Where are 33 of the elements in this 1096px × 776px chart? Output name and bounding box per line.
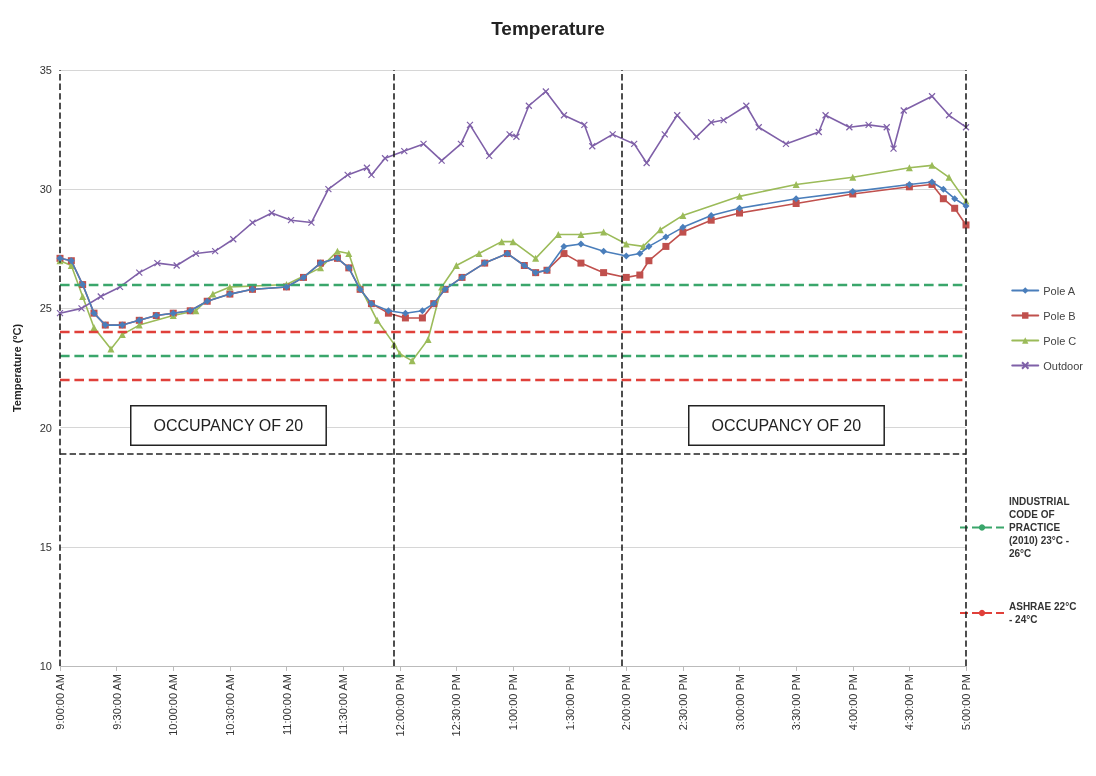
- x-tick-label: 3:30:00 PM: [790, 674, 803, 731]
- y-tick-label: 15: [39, 540, 52, 553]
- x-tick-label: 10:30:00 AM: [223, 674, 236, 736]
- legend-label: Pole C: [1043, 334, 1077, 347]
- legend-label: Outdoor: [1043, 359, 1084, 372]
- y-tick-label: 10: [39, 660, 52, 672]
- x-tick-label: 12:30:00 PM: [450, 674, 463, 737]
- x-tick-label: 4:00:00 PM: [846, 674, 859, 731]
- legend-label: INDUSTRIAL CODE OF PRACTICE (2010) 23°C - 26°C: [1009, 496, 1073, 559]
- chart-title: Temperature: [491, 18, 605, 39]
- annotation: OCCUPANCY OF 20: [711, 417, 862, 434]
- y-tick-label: 35: [39, 64, 52, 76]
- x-tick-label: 12:00:00 PM: [393, 674, 406, 737]
- y-tick-label: 20: [39, 421, 52, 434]
- legend-label: ASHRAE 22°C - 24°C: [1009, 601, 1080, 625]
- x-tick-label: 11:00:00 AM: [280, 674, 293, 735]
- x-tick-label: 2:00:00 PM: [620, 674, 633, 731]
- x-tick-label: 9:00:00 AM: [54, 674, 66, 730]
- annotation: OCCUPANCY OF 20: [153, 417, 304, 434]
- x-tick-label: 4:30:00 PM: [903, 674, 916, 731]
- x-tick-label: 1:00:00 PM: [507, 674, 519, 731]
- x-tick-label: 5:00:00 PM: [960, 674, 972, 731]
- y-tick-label: 25: [39, 302, 52, 315]
- x-tick-label: 1:30:00 PM: [563, 674, 576, 731]
- legend-label: Pole B: [1043, 309, 1076, 322]
- x-tick-label: 3:00:00 PM: [733, 674, 746, 731]
- x-tick-label: 2:30:00 PM: [676, 674, 689, 731]
- y-tick-label: 30: [39, 183, 52, 196]
- x-tick-label: 9:30:00 AM: [110, 674, 123, 730]
- y-axis-title: Temperature (ºC): [10, 323, 23, 413]
- x-tick-label: 11:30:00 AM: [337, 674, 350, 735]
- legend-label: Pole A: [1043, 284, 1076, 297]
- x-tick-label: 10:00:00 AM: [167, 674, 180, 736]
